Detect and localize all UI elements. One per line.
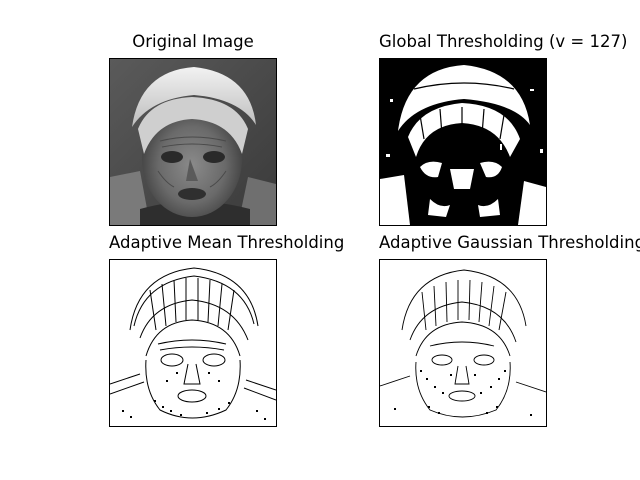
- adaptive-gaussian-image: [380, 260, 546, 426]
- original-image: [110, 59, 276, 225]
- image-axes: [379, 259, 547, 427]
- image-axes: [379, 58, 547, 226]
- panel-title: Original Image: [132, 32, 254, 51]
- image-axes: [109, 58, 277, 226]
- panel-title: Adaptive Gaussian Thresholding: [379, 233, 640, 252]
- adaptive-mean-image: [110, 260, 276, 426]
- global-threshold-image: [380, 59, 546, 225]
- panel-title: Adaptive Mean Thresholding: [109, 233, 345, 252]
- image-axes: [109, 259, 277, 427]
- panel-global: Global Thresholding (v = 127): [379, 32, 627, 226]
- panel-original: Original Image: [109, 32, 277, 226]
- panel-adaptive-mean: Adaptive Mean Thresholding: [109, 233, 344, 427]
- panel-title: Global Thresholding (v = 127): [379, 32, 628, 51]
- panel-adaptive-gaussian: Adaptive Gaussian Thresholding: [379, 233, 640, 427]
